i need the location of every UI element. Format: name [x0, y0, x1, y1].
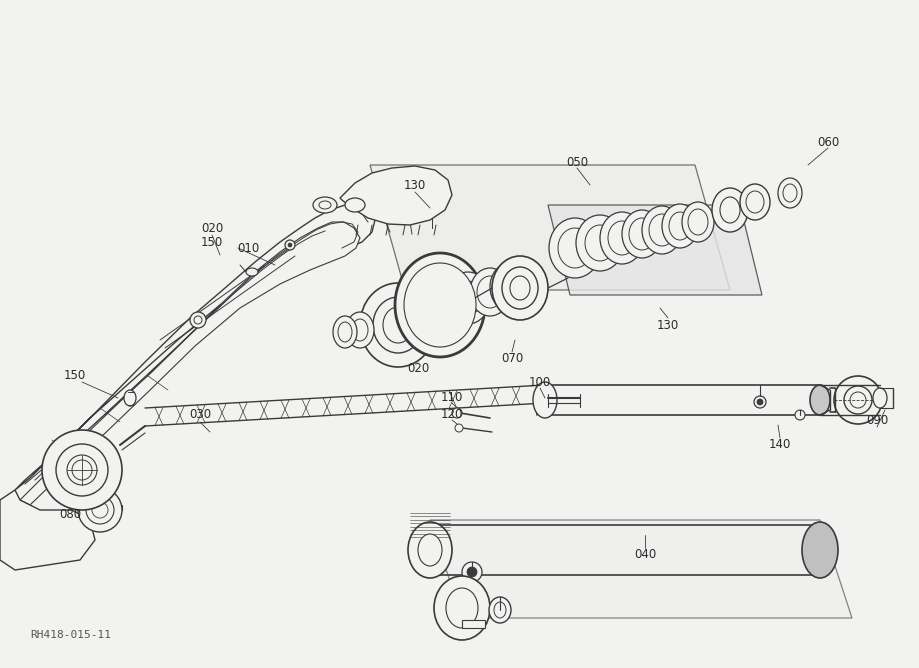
Ellipse shape: [537, 385, 552, 415]
Polygon shape: [429, 520, 851, 618]
Ellipse shape: [467, 567, 476, 577]
Polygon shape: [369, 165, 729, 290]
Ellipse shape: [190, 312, 206, 328]
Ellipse shape: [834, 376, 881, 424]
Text: 110: 110: [440, 391, 462, 403]
Ellipse shape: [662, 204, 698, 248]
Ellipse shape: [56, 444, 108, 496]
Ellipse shape: [549, 218, 600, 278]
Ellipse shape: [453, 281, 482, 315]
Ellipse shape: [470, 268, 509, 316]
Ellipse shape: [345, 198, 365, 212]
Ellipse shape: [739, 184, 769, 220]
Ellipse shape: [621, 210, 662, 258]
Ellipse shape: [42, 430, 122, 510]
Text: 120: 120: [440, 409, 462, 422]
Ellipse shape: [124, 390, 136, 406]
Text: 090: 090: [865, 413, 887, 426]
Text: 020: 020: [406, 361, 428, 375]
Ellipse shape: [532, 382, 556, 418]
Ellipse shape: [794, 410, 804, 420]
Ellipse shape: [451, 408, 461, 418]
Ellipse shape: [346, 312, 374, 348]
Text: 060: 060: [816, 136, 838, 148]
Circle shape: [285, 240, 295, 250]
Ellipse shape: [490, 263, 529, 311]
Ellipse shape: [575, 215, 623, 271]
Ellipse shape: [809, 385, 829, 415]
Text: 080: 080: [59, 508, 81, 522]
Text: 040: 040: [633, 548, 655, 562]
Ellipse shape: [754, 396, 766, 408]
Ellipse shape: [629, 218, 654, 250]
Text: 030: 030: [188, 409, 210, 422]
Text: RH418-015-11: RH418-015-11: [30, 630, 111, 640]
Ellipse shape: [359, 283, 436, 367]
Polygon shape: [0, 490, 95, 570]
Circle shape: [288, 243, 291, 247]
Ellipse shape: [417, 534, 441, 566]
Ellipse shape: [801, 522, 837, 578]
Polygon shape: [548, 205, 761, 295]
Ellipse shape: [756, 399, 762, 405]
Ellipse shape: [434, 576, 490, 640]
Ellipse shape: [407, 522, 451, 578]
Ellipse shape: [461, 562, 482, 582]
Ellipse shape: [599, 212, 643, 264]
Ellipse shape: [681, 202, 713, 242]
Ellipse shape: [492, 256, 548, 320]
Ellipse shape: [777, 178, 801, 208]
Text: 130: 130: [656, 319, 678, 331]
Polygon shape: [20, 222, 359, 505]
Ellipse shape: [333, 316, 357, 348]
Ellipse shape: [872, 388, 886, 408]
Text: 150: 150: [63, 369, 86, 381]
Ellipse shape: [607, 221, 635, 255]
Ellipse shape: [558, 228, 591, 268]
Text: 010: 010: [236, 242, 259, 255]
Ellipse shape: [843, 386, 871, 414]
Polygon shape: [15, 205, 375, 490]
Ellipse shape: [85, 496, 114, 524]
Ellipse shape: [194, 316, 202, 324]
Ellipse shape: [476, 276, 503, 308]
Ellipse shape: [494, 602, 505, 618]
Ellipse shape: [372, 297, 423, 353]
Ellipse shape: [584, 225, 614, 261]
Text: 050: 050: [565, 156, 587, 168]
Ellipse shape: [668, 212, 690, 240]
Ellipse shape: [641, 206, 681, 254]
Ellipse shape: [502, 267, 538, 309]
Text: 070: 070: [500, 351, 523, 365]
Text: 140: 140: [768, 438, 790, 452]
Text: 100: 100: [528, 375, 550, 389]
Polygon shape: [340, 166, 451, 225]
Ellipse shape: [245, 268, 257, 276]
Ellipse shape: [455, 424, 462, 432]
Ellipse shape: [489, 597, 510, 623]
Polygon shape: [461, 620, 484, 628]
Ellipse shape: [648, 214, 675, 246]
Ellipse shape: [446, 272, 490, 324]
Ellipse shape: [711, 188, 747, 232]
Ellipse shape: [312, 197, 336, 213]
Ellipse shape: [446, 588, 478, 628]
Text: 130: 130: [403, 178, 425, 192]
Ellipse shape: [78, 488, 122, 532]
Ellipse shape: [403, 263, 475, 347]
Ellipse shape: [496, 271, 522, 303]
Ellipse shape: [687, 209, 708, 235]
Text: 150: 150: [200, 236, 223, 248]
Text: 020: 020: [200, 222, 223, 234]
Ellipse shape: [394, 253, 484, 357]
